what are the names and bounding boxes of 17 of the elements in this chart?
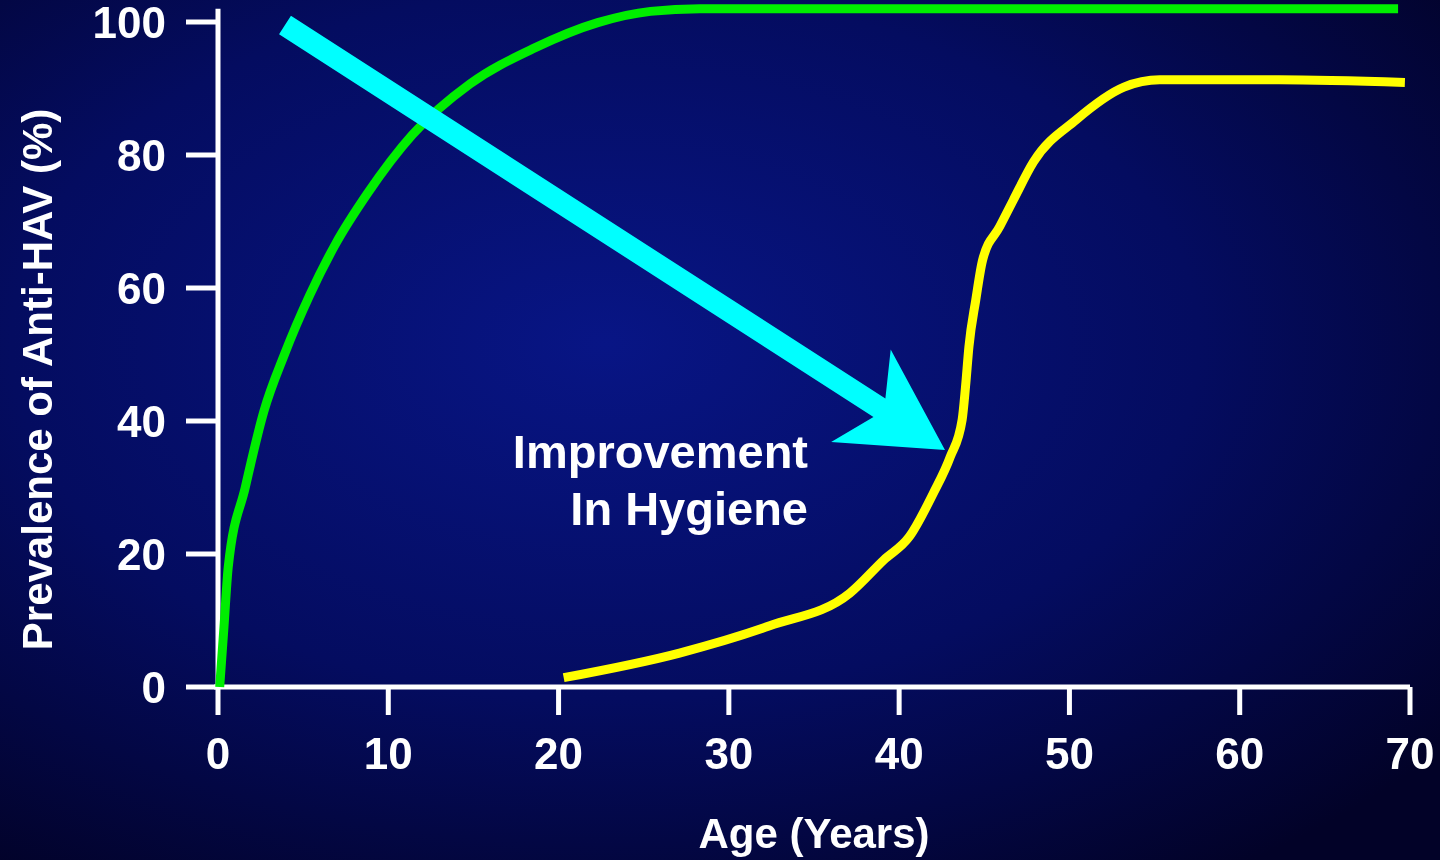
x-tick-label: 0 bbox=[205, 729, 231, 778]
y-axis-title: Prevalence of Anti-HAV (%) bbox=[14, 108, 61, 651]
y-tick-label: 80 bbox=[117, 130, 166, 180]
y-tick-label: 20 bbox=[117, 529, 166, 579]
x-axis-title: Age (Years) bbox=[698, 810, 930, 857]
y-tick-label: 40 bbox=[117, 396, 166, 446]
y-tick-label: 0 bbox=[141, 662, 166, 712]
x-tick-label: 30 bbox=[704, 729, 754, 778]
y-tick-label: 60 bbox=[117, 263, 166, 313]
annotation: Improvement In Hygiene bbox=[512, 425, 809, 535]
x-tick-label: 20 bbox=[534, 729, 584, 778]
x-tick-label: 40 bbox=[874, 729, 924, 778]
x-tick-label: 70 bbox=[1385, 729, 1435, 778]
x-tick-label: 10 bbox=[363, 729, 413, 778]
x-tick-label: 60 bbox=[1215, 729, 1265, 778]
y-tick-label: 100 bbox=[92, 0, 166, 47]
x-tick-label: 50 bbox=[1044, 729, 1094, 778]
